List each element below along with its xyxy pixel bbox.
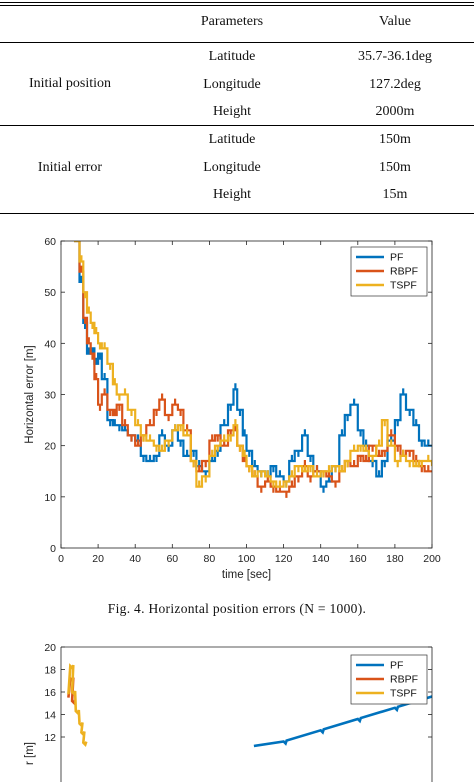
x-tick-label: 80 (204, 553, 216, 565)
y-tick-label: 16 (44, 687, 56, 699)
y-tick-label: 20 (44, 642, 56, 654)
x-tick-label: 160 (349, 553, 367, 565)
param-cell: Height (212, 104, 252, 119)
value-cell: 150m (379, 160, 411, 175)
group-label-initial-error: Initial error (37, 160, 103, 175)
legend-label: TSPF (390, 280, 417, 292)
x-tick-label: 20 (92, 553, 104, 565)
y-axis-label: r [m] (24, 742, 36, 765)
param-cell: Latitude (208, 49, 256, 64)
y-tick-label: 30 (44, 390, 56, 402)
x-tick-label: 60 (166, 553, 178, 565)
param-cell: Height (212, 187, 252, 202)
horizontal-error-chart: 0 20 40 60 80 100 120 140 160 180 200 0 10 20 30 40 50 60… (24, 236, 441, 581)
value-cell: 2000m (375, 104, 415, 119)
table-top-rule (0, 2, 474, 4)
value-cell: 35.7-36.1deg (358, 49, 432, 64)
series-line-tspf (74, 241, 432, 488)
group-label-initial-position: Initial position (28, 76, 112, 91)
x-tick-label: 100 (238, 553, 256, 565)
table-bottom-rule (0, 213, 474, 215)
y-tick-label: 60 (44, 236, 56, 248)
x-tick-label: 120 (275, 553, 293, 565)
value-cell: 127.2deg (369, 77, 421, 92)
value-cell: 15m (382, 187, 408, 202)
second-error-chart: 12 14 16 18 20 r [m] PF RBPF TSPF (24, 642, 433, 782)
x-tick-label: 40 (129, 553, 141, 565)
x-tick-label: 140 (312, 553, 330, 565)
series-line-tspf (67, 663, 88, 748)
table-top-rule-2 (0, 5, 474, 7)
y-tick-label: 12 (44, 732, 56, 744)
x-axis-label: time [sec] (222, 569, 271, 581)
legend-label: RBPF (390, 266, 418, 278)
legend-label: PF (390, 660, 403, 672)
header-parameters: Parameters (200, 14, 264, 29)
legend-label: RBPF (390, 674, 418, 686)
param-cell: Longitude (203, 77, 261, 92)
figure-caption: Fig. 4. Horizontal position errors (N = … (107, 601, 367, 616)
y-tick-label: 14 (44, 710, 56, 722)
y-tick-label: 40 (44, 338, 56, 350)
y-tick-label: 18 (44, 665, 56, 677)
y-tick-label: 10 (44, 492, 56, 504)
y-tick-label: 50 (44, 287, 56, 299)
legend-label: TSPF (390, 688, 417, 700)
param-cell: Longitude (203, 160, 261, 175)
x-tick-label: 200 (423, 553, 441, 565)
y-tick-label: 20 (44, 441, 56, 453)
value-cell: 150m (379, 132, 411, 147)
param-cell: Latitude (208, 132, 256, 147)
x-tick-label: 0 (58, 553, 64, 565)
series-line-rbpf (74, 241, 432, 498)
group-rule (0, 125, 474, 126)
y-axis-label: Horizontal error [m] (24, 345, 36, 443)
x-tick-label: 180 (386, 553, 404, 565)
header-rule (0, 42, 474, 43)
legend-label: PF (390, 252, 403, 264)
y-tick-label: 0 (50, 543, 56, 555)
legend: PF RBPF TSPF (350, 246, 428, 297)
legend: PF RBPF TSPF (350, 654, 428, 705)
header-value: Value (379, 14, 411, 29)
